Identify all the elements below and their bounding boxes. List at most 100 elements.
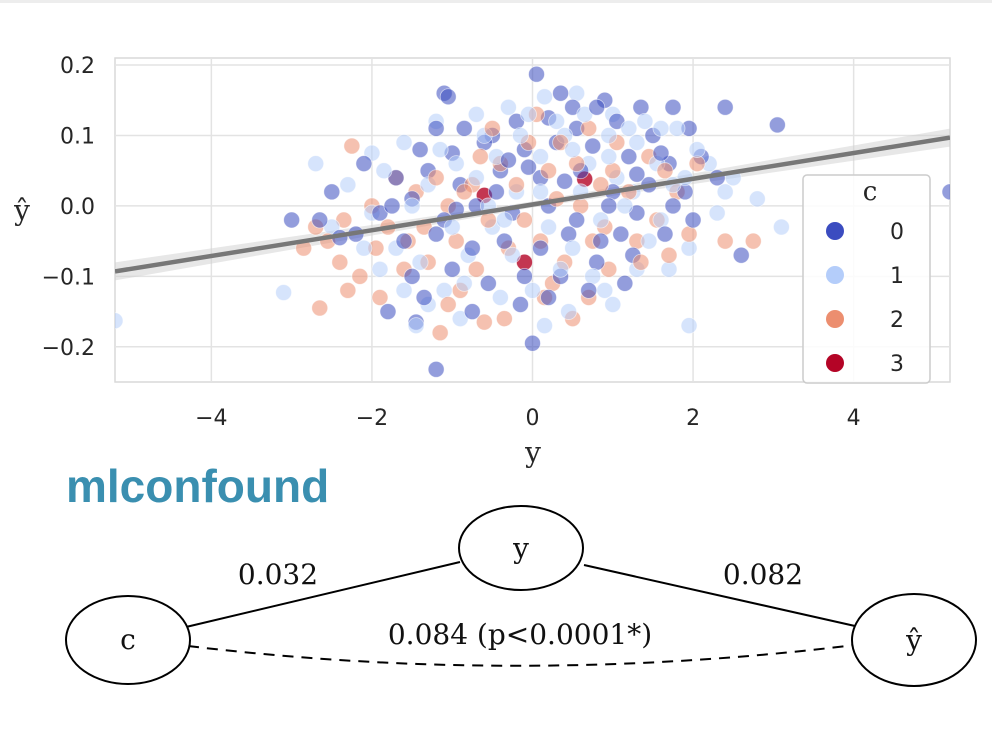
scatter-point-class-0 <box>592 232 610 250</box>
node-c-label: c <box>120 623 136 656</box>
scatter-point-class-1 <box>500 98 517 116</box>
legend-title: c <box>863 177 878 207</box>
scatter-point-class-2 <box>431 324 449 342</box>
scatter-point-class-1 <box>375 162 393 180</box>
y-tick-label: −0.2 <box>42 336 95 361</box>
scatter-point-class-1 <box>355 239 373 257</box>
scatter-point-class-1 <box>652 120 670 137</box>
scatter-point-class-1 <box>568 84 586 102</box>
scatter-point-class-1 <box>467 169 485 187</box>
scatter-point-class-1 <box>592 211 610 229</box>
scatter-point-class-2 <box>660 246 678 264</box>
y-tick-label: 0.0 <box>60 195 95 220</box>
scatter-point-class-0 <box>415 289 433 306</box>
scatter-point-class-0 <box>616 274 634 292</box>
scatter-point-class-1 <box>660 260 678 278</box>
scatter-point-class-0 <box>620 148 638 166</box>
scatter-point-class-0 <box>568 211 586 229</box>
scatter-point-class-1 <box>564 141 582 158</box>
y-tick-labels: 0.2 0.1 0.0 −0.1 −0.2 <box>42 54 95 361</box>
scatter-point-class-0 <box>283 211 301 229</box>
scatter-point-class-0 <box>379 303 397 320</box>
scatter-point-class-1 <box>748 190 766 208</box>
x-tick-label: −4 <box>195 406 227 431</box>
edge-y-yhat <box>583 564 856 627</box>
scatter-point-class-0 <box>552 84 570 102</box>
scatter-point-class-2 <box>632 253 650 271</box>
scatter-point-class-1 <box>339 176 357 194</box>
x-tick-label: 2 <box>686 406 700 431</box>
scatter-point-class-1 <box>504 246 521 264</box>
scatter-point-class-0 <box>355 155 373 173</box>
scatter-point-class-2 <box>339 282 357 299</box>
scatter-point-class-1 <box>411 253 429 271</box>
scatter-point-class-1 <box>455 274 473 292</box>
scatter-point-class-1 <box>524 282 541 299</box>
scatter-point-class-0 <box>512 296 529 313</box>
scatter-point-class-0 <box>528 65 545 83</box>
scatter-point-class-1 <box>636 112 654 130</box>
scatter-point-class-2 <box>592 176 610 194</box>
scatter-point-class-2 <box>475 313 493 331</box>
node-y <box>458 505 584 591</box>
scatter-point-class-0 <box>540 289 557 306</box>
scatter-point-class-2 <box>688 155 706 173</box>
scatter-point-class-2 <box>540 162 557 180</box>
scatter-point-class-1 <box>548 112 565 130</box>
scatter-point-class-0 <box>556 172 574 190</box>
scatter-point-class-0 <box>941 183 950 201</box>
edge-c-y <box>185 561 461 628</box>
scatter-point-class-1 <box>532 148 549 166</box>
scatter-point-class-0 <box>588 253 606 271</box>
scatter-point-class-1 <box>708 204 726 222</box>
scatter-point-class-1 <box>407 317 425 335</box>
node-yhat <box>851 593 977 687</box>
scatter-point-class-1 <box>596 282 614 299</box>
legend: c 0 1 2 3 <box>802 174 931 384</box>
scatter-point-class-1 <box>371 260 389 278</box>
scatter-point-class-1 <box>640 232 658 250</box>
scatter-point-class-1 <box>668 120 686 137</box>
scatter-point-class-1 <box>536 317 553 335</box>
scatter-point-class-0 <box>612 225 630 243</box>
scatter-point-class-1 <box>716 183 734 201</box>
legend-marker-3 <box>826 354 844 372</box>
scatter-point-class-0 <box>479 274 497 292</box>
scatter-point-class-0 <box>463 239 481 257</box>
scatter-point-class-0 <box>427 120 445 137</box>
scatter-point-class-1 <box>680 317 698 335</box>
scatter-point-class-0 <box>768 116 786 134</box>
scatter-point-class-1 <box>520 105 537 123</box>
scatter-point-class-2 <box>680 225 698 243</box>
scatter-point-class-0 <box>495 232 513 250</box>
scatter-point-class-1 <box>495 211 513 229</box>
confound-diagram: c y ŷ 0.032 0.082 0.084 (p<0.0001*) <box>65 505 977 687</box>
scatter-point-class-0 <box>632 98 650 116</box>
scatter-point-class-2 <box>427 169 445 187</box>
scatter-point-class-1 <box>395 282 413 299</box>
scatter-point-class-2 <box>467 260 485 278</box>
scatter-point-class-1 <box>540 218 557 236</box>
scatter-point-class-1 <box>584 267 602 285</box>
scatter-point-class-2 <box>455 183 473 201</box>
scatter-point-class-0 <box>411 141 429 158</box>
x-tick-label: 4 <box>847 406 861 431</box>
scatter-point-class-0 <box>323 183 341 201</box>
scatter-point-class-1 <box>616 197 634 215</box>
scatter-point-class-2 <box>508 176 525 194</box>
scatter-point-class-2 <box>311 299 329 317</box>
legend-label-2: 2 <box>890 308 904 333</box>
scatter-point-class-0 <box>684 211 702 229</box>
scatter-point-class-1 <box>560 303 578 320</box>
scatter-point-class-0 <box>500 151 517 169</box>
scatter-point-class-0 <box>588 98 606 116</box>
scatter-point-class-2 <box>343 137 361 155</box>
scatter-point-class-0 <box>580 282 598 299</box>
scatter-point-class-0 <box>532 239 549 257</box>
scatter-point-class-2 <box>439 296 457 313</box>
scatter-point-class-0 <box>463 303 481 320</box>
y-tick-label: 0.2 <box>60 54 95 79</box>
scatter-point-class-2 <box>716 232 734 250</box>
y-axis-label: ŷ <box>13 194 30 227</box>
